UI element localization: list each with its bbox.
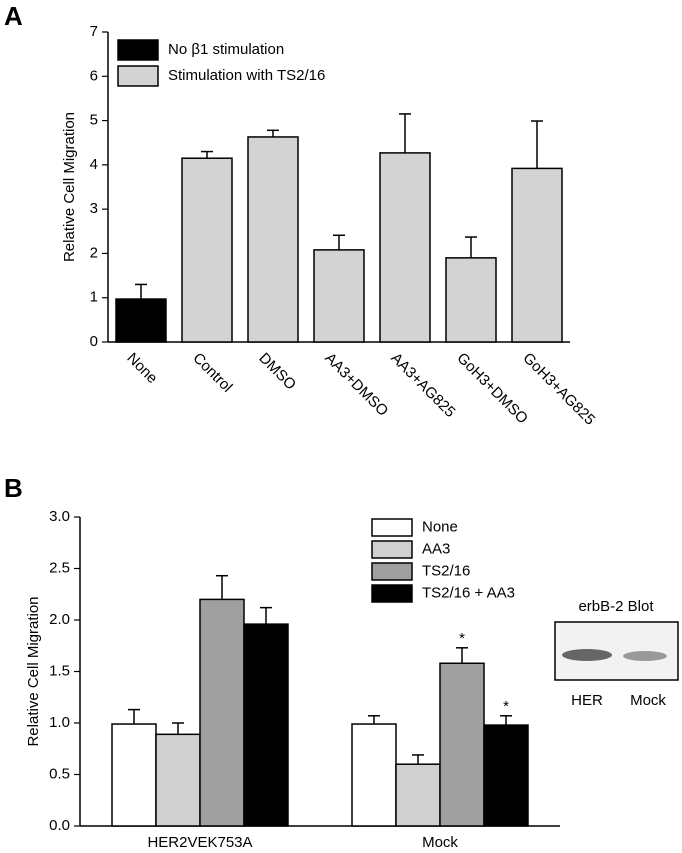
bar xyxy=(511,167,563,343)
y-tick-label: 6 xyxy=(90,67,98,84)
legend-swatch xyxy=(371,584,413,603)
bar xyxy=(115,298,167,343)
panel-label: A xyxy=(4,1,23,31)
legend-label: TS2/16 xyxy=(422,562,470,579)
legend-swatch xyxy=(117,39,159,61)
y-tick-label: 1.0 xyxy=(49,714,70,731)
blot: erbB-2 Blot HER Mock xyxy=(554,598,679,709)
legend-label: No β1 stimulation xyxy=(168,41,284,58)
y-tick-label: 2 xyxy=(90,244,98,261)
y-tick-label: 4 xyxy=(90,156,98,173)
x-tick-label: Control xyxy=(189,350,235,396)
y-tick-label: 2.0 xyxy=(49,611,70,628)
blot-band xyxy=(562,649,612,661)
legend-label: None xyxy=(422,518,458,535)
annotation: * xyxy=(503,698,509,715)
legend-swatch xyxy=(371,562,413,581)
bar xyxy=(181,157,233,343)
bar xyxy=(247,136,299,343)
y-tick-label: 7 xyxy=(90,23,98,40)
y-tick-label: 1.5 xyxy=(49,662,70,679)
x-tick-label: AA3+AG825 xyxy=(387,350,458,421)
y-tick-label: 2.5 xyxy=(49,559,70,576)
bar xyxy=(379,152,431,343)
bar xyxy=(351,723,397,827)
lane-label: HER xyxy=(571,692,603,709)
y-tick-label: 1 xyxy=(90,289,98,306)
y-tick-label: 0.0 xyxy=(49,817,70,834)
legend-label: Stimulation with TS2/16 xyxy=(168,67,325,84)
y-axis-label: Relative Cell Migration xyxy=(25,596,42,746)
lane-label: Mock xyxy=(630,692,666,709)
panel-label: B xyxy=(4,473,23,503)
y-tick-label: 3.0 xyxy=(49,508,70,525)
blot-title: erbB-2 Blot xyxy=(578,598,654,615)
annotation: * xyxy=(459,630,465,647)
x-tick-label: Mock xyxy=(422,834,458,851)
legend-swatch xyxy=(117,65,159,87)
bar xyxy=(111,723,157,827)
bar xyxy=(439,662,485,827)
legend-label: AA3 xyxy=(422,540,450,557)
y-tick-label: 5 xyxy=(90,112,98,129)
y-tick-label: 0 xyxy=(90,333,98,350)
bar xyxy=(445,257,497,343)
x-tick-label: DMSO xyxy=(255,350,299,394)
bar xyxy=(199,598,245,827)
bar xyxy=(395,763,441,827)
blot-band xyxy=(623,651,667,661)
y-tick-label: 0.5 xyxy=(49,765,70,782)
legend-swatch xyxy=(371,540,413,559)
x-tick-label: AA3+DMSO xyxy=(321,350,391,420)
y-tick-label: 3 xyxy=(90,200,98,217)
bar xyxy=(483,724,529,827)
legend-label: TS2/16 + AA3 xyxy=(422,584,515,601)
x-tick-label: HER2VEK753A xyxy=(147,834,252,851)
bar xyxy=(313,249,365,343)
bar xyxy=(155,733,201,827)
y-axis-label: Relative Cell Migration xyxy=(61,112,78,262)
bar xyxy=(243,623,289,827)
x-tick-label: None xyxy=(123,350,160,387)
x-tick-label: GoH3+AG825 xyxy=(519,350,598,429)
legend-swatch xyxy=(371,518,413,537)
